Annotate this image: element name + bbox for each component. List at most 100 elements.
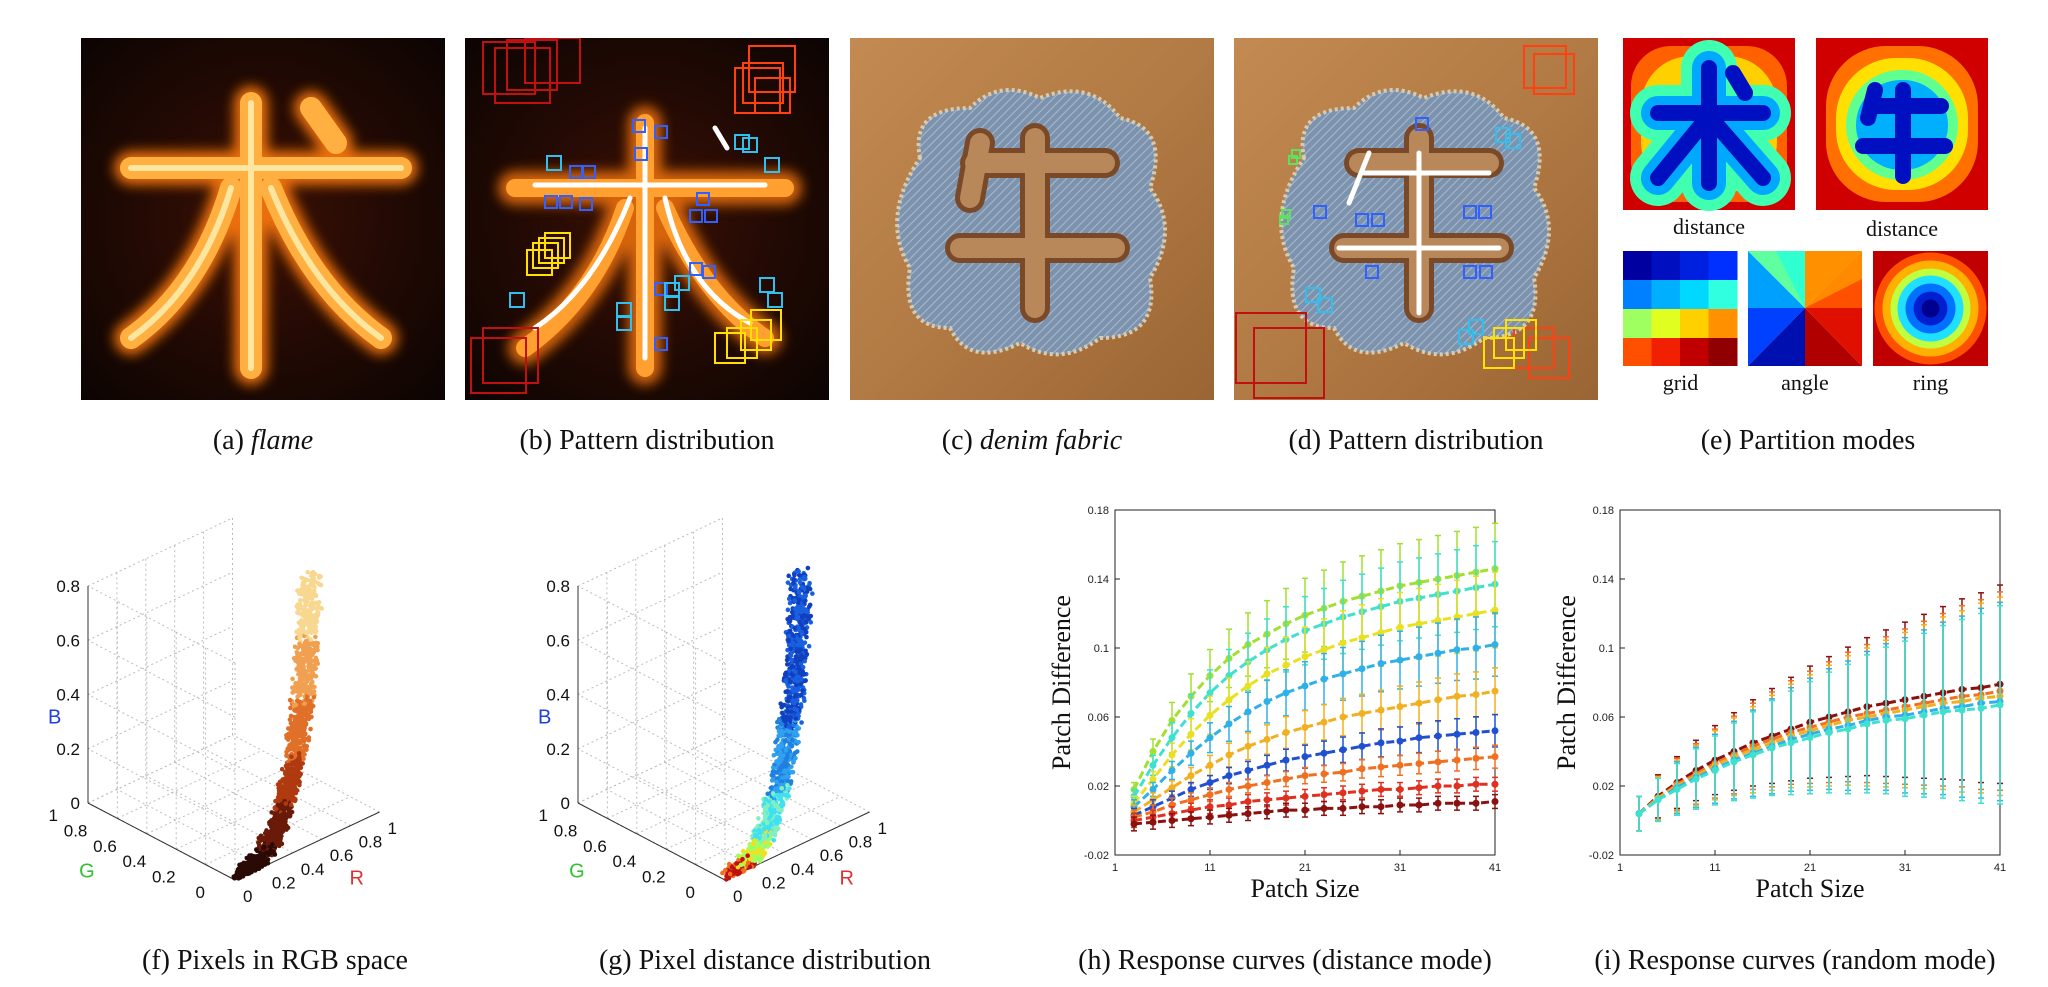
y-tick-label: 0.06 (1593, 712, 1614, 724)
yellow-boxes (526, 232, 782, 364)
panel-f-rgb-scatter: 0 0.2 0.4 0.6 0.8 1 0 0.2 0.4 0.6 0.8 1 0 0.2 0.4 0.6 0.… (40, 480, 510, 920)
cyan-boxes-d (1305, 127, 1521, 345)
series-2 (1635, 596, 2004, 832)
data-point (1339, 639, 1347, 647)
data-point (1415, 620, 1423, 628)
data-point (1472, 691, 1480, 699)
g-tick-label: 0.8 (554, 821, 578, 840)
blue-boxes-d (1313, 117, 1493, 279)
data-point (1149, 818, 1157, 826)
y-axis-label: Patch Difference (1047, 595, 1076, 770)
b-tick-label: 0.2 (56, 740, 80, 759)
data-point (1434, 649, 1442, 657)
g-axis-label: G (79, 861, 95, 883)
data-point (1206, 761, 1214, 769)
data-point (1339, 713, 1347, 721)
data-point (1301, 806, 1309, 814)
b-tick-label: 0.6 (56, 631, 80, 650)
data-point (1282, 775, 1290, 783)
data-point (1377, 803, 1385, 811)
data-point (1472, 729, 1480, 737)
data-point (1939, 708, 1947, 716)
grid-partition (1623, 251, 1738, 366)
data-point (1339, 768, 1347, 776)
series-3 (1635, 601, 2004, 832)
series-4 (1635, 604, 2004, 832)
x-tick-label: 41 (1994, 862, 2006, 874)
x-tick-label: 31 (1394, 862, 1406, 874)
g-tick-label: 0.6 (93, 837, 117, 856)
rgb-scatter-plot: 00.20.40.60.8100.20.40.60.8100.20.40.60.… (48, 517, 397, 906)
data-point (1225, 785, 1233, 793)
data-point (1244, 682, 1252, 690)
data-point (1206, 779, 1214, 787)
data-point (1358, 634, 1366, 642)
y-tick-label: 0.18 (1088, 505, 1109, 517)
data-point (1206, 689, 1214, 697)
g-tick-label: 1 (49, 806, 58, 825)
data-point (1377, 785, 1385, 793)
data-point (1225, 801, 1233, 809)
b-axis-label: B (538, 706, 551, 728)
r-tick-label: 0.8 (359, 833, 383, 852)
data-point (1673, 785, 1681, 793)
data-point (1692, 775, 1700, 783)
data-point (1206, 734, 1214, 742)
data-point (1301, 772, 1309, 780)
panel-a-flame-image (81, 38, 445, 400)
data-point (1977, 704, 1985, 712)
orange-boxes-d (1513, 45, 1575, 379)
r-tick-label: 0.2 (272, 873, 296, 892)
data-point (1168, 766, 1176, 774)
panel-e-partition-modes: distance distance grid angle ring (1623, 38, 1993, 400)
data-point (1358, 803, 1366, 811)
data-point (1263, 735, 1271, 743)
data-point (1396, 801, 1404, 809)
x-tick-label: 11 (1709, 862, 1720, 874)
x-axis-label: Patch Size (1250, 874, 1359, 903)
scatter-axes (577, 586, 870, 881)
data-point (1711, 766, 1719, 774)
b-tick-label: 0.6 (546, 631, 570, 650)
red-boxes-d (1235, 312, 1325, 399)
data-point (1453, 799, 1461, 807)
data-point (1263, 779, 1271, 787)
caption-a: (a) flame (212, 425, 314, 456)
series-0 (1130, 522, 1499, 798)
data-point (1263, 670, 1271, 678)
data-point (1244, 810, 1252, 818)
data-point (1301, 682, 1309, 690)
panel-i-response-curves: 1 11 21 31 41 -0.02 0.02 0.06 0.1 0.14 0.18 Patch S… (1545, 495, 2045, 925)
data-point (1453, 646, 1461, 654)
data-point (1320, 770, 1328, 778)
x-tick-label: 11 (1204, 862, 1215, 874)
y-tick-label: 0.14 (1593, 574, 1614, 586)
scatter-axes (87, 586, 380, 881)
data-point (1377, 628, 1385, 636)
x-tick-label: 1 (1617, 862, 1623, 874)
data-point (1453, 692, 1461, 700)
data-point (1434, 616, 1442, 624)
series-1 (1130, 540, 1499, 804)
y-tick-label: 0.1 (1094, 643, 1109, 655)
green-boxes-d (1279, 149, 1301, 225)
angle-partition (1748, 251, 1862, 366)
x-tick-label: 31 (1899, 862, 1911, 874)
r-tick-label: 0.4 (301, 860, 325, 879)
r-axis-label: R (349, 868, 363, 890)
g-axis-label: G (569, 861, 585, 883)
data-point (1149, 775, 1157, 783)
data-point (1415, 734, 1423, 742)
data-point (1491, 606, 1499, 614)
data-point (1415, 760, 1423, 768)
data-point (1472, 799, 1480, 807)
denim-image: 牛 (850, 38, 1214, 400)
data-point (1396, 703, 1404, 711)
b-tick-label: 0 (71, 794, 80, 813)
data-point (1187, 730, 1195, 738)
data-point (1225, 751, 1233, 759)
data-point (1396, 761, 1404, 769)
data-point (1149, 761, 1157, 769)
data-point (1225, 696, 1233, 704)
data-point (1225, 720, 1233, 728)
